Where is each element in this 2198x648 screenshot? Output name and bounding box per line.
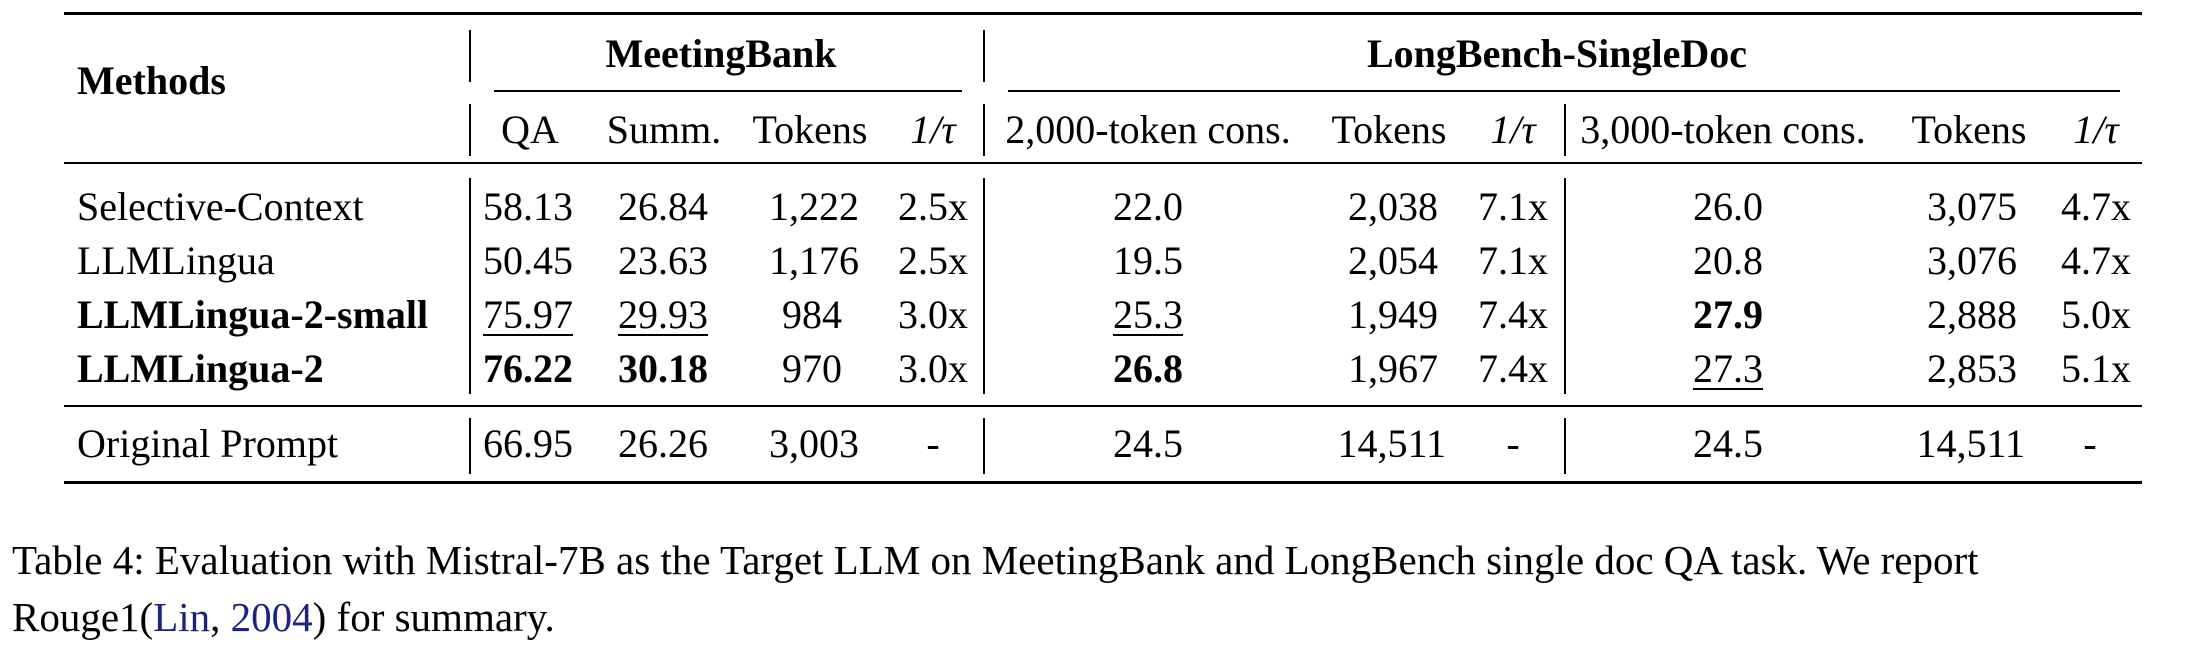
- cell-selective-mb-ratio: 2.5x: [898, 184, 968, 229]
- cell-llmlingua-lb2k-cons: 19.5: [1113, 238, 1183, 283]
- cell-orig-mb-tokens: 3,003: [769, 421, 859, 466]
- cell-orig-mb-ratio: -: [926, 421, 940, 466]
- body-vline-mb-lb: [983, 178, 985, 394]
- header-vline-lb2k-lb3k: [1564, 104, 1566, 156]
- row-method-llmlingua: LLMLingua: [77, 238, 275, 283]
- cell-l2-summ: 30.18: [618, 346, 708, 391]
- cell-llmlingua-qa: 50.45: [483, 238, 573, 283]
- header-vline-groups: [983, 30, 985, 82]
- cell-l2small-lb3k-tokens: 2,888: [1927, 292, 2017, 337]
- cell-orig-lb3k-tokens: 14,511: [1916, 421, 2025, 466]
- cell-orig-lb2k-tokens: 14,511: [1337, 421, 1446, 466]
- col-header-summ: Summ.: [606, 107, 722, 152]
- meetingbank-cmidrule: [494, 90, 962, 92]
- caption-text-after: ) for summary.: [312, 594, 555, 640]
- cell-llmlingua-lb2k-ratio: 7.1x: [1478, 238, 1548, 283]
- header-group-longbench: LongBench-SingleDoc: [1366, 31, 1748, 76]
- longbench-cmidrule: [1008, 90, 2120, 92]
- table-caption: Table 4: Evaluation with Mistral-7B as t…: [12, 532, 2192, 646]
- cell-selective-mb-tokens: 1,222: [769, 184, 859, 229]
- row-method-selective-context: Selective-Context: [77, 184, 364, 229]
- col-header-lb-2k-tokens: Tokens: [1331, 107, 1447, 152]
- cell-selective-lb2k-tokens: 2,038: [1348, 184, 1438, 229]
- header-rule: [64, 162, 2142, 164]
- col-header-mb-tokens: Tokens: [752, 107, 868, 152]
- cell-orig-lb3k-ratio: -: [2083, 421, 2097, 466]
- col-header-lb-2k-cons: 2,000-token cons.: [1005, 107, 1291, 152]
- cell-orig-lb2k-cons: 24.5: [1113, 421, 1183, 466]
- cell-llmlingua-mb-ratio: 2.5x: [898, 238, 968, 283]
- cell-llmlingua-lb3k-tokens: 3,076: [1927, 238, 2017, 283]
- cell-l2small-lb2k-cons: 25.3: [1113, 292, 1183, 337]
- cell-llmlingua-summ: 23.63: [618, 238, 708, 283]
- orig-vline-mb-lb: [983, 418, 985, 474]
- col-header-lb-2k-ratio: 1/τ: [1490, 107, 1536, 152]
- cell-l2-lb3k-ratio: 5.1x: [2061, 346, 2131, 391]
- cell-l2small-lb2k-ratio: 7.4x: [1478, 292, 1548, 337]
- col-header-lb-3k-cons: 3,000-token cons.: [1580, 107, 1866, 152]
- cell-l2-lb3k-cons: 27.3: [1693, 346, 1763, 391]
- col-header-mb-ratio: 1/τ: [910, 107, 956, 152]
- cell-selective-lb3k-cons: 26.0: [1693, 184, 1763, 229]
- cell-llmlingua-lb3k-cons: 20.8: [1693, 238, 1763, 283]
- cell-l2-mb-tokens: 970: [782, 346, 842, 391]
- header-vline-methods: [469, 30, 471, 82]
- cell-selective-lb3k-tokens: 3,075: [1927, 184, 2017, 229]
- header-vline-methods-2: [469, 104, 471, 156]
- cell-l2-lb2k-tokens: 1,967: [1348, 346, 1438, 391]
- citation-year-link[interactable]: 2004: [230, 594, 313, 640]
- header-vline-mb-lb: [983, 104, 985, 156]
- cell-l2-lb3k-tokens: 2,853: [1927, 346, 2017, 391]
- header-methods: Methods: [77, 58, 226, 103]
- citation-separator: ,: [210, 594, 231, 640]
- cell-selective-qa: 58.13: [483, 184, 573, 229]
- cell-l2-lb2k-ratio: 7.4x: [1478, 346, 1548, 391]
- cell-l2-mb-ratio: 3.0x: [898, 346, 968, 391]
- row-method-original-prompt: Original Prompt: [77, 421, 339, 466]
- row-method-llmlingua-2: LLMLingua-2: [77, 346, 324, 391]
- cell-selective-summ: 26.84: [618, 184, 708, 229]
- top-rule: [64, 12, 2142, 15]
- header-group-meetingbank: MeetingBank: [605, 31, 837, 76]
- cell-l2small-lb3k-ratio: 5.0x: [2061, 292, 2131, 337]
- cell-llmlingua-mb-tokens: 1,176: [769, 238, 859, 283]
- caption-text-before: Table 4: Evaluation with Mistral-7B as t…: [12, 537, 1979, 640]
- col-header-qa: QA: [501, 107, 559, 152]
- cell-llmlingua-lb3k-ratio: 4.7x: [2061, 238, 2131, 283]
- body-vline-methods: [469, 178, 471, 394]
- cell-orig-lb3k-cons: 24.5: [1693, 421, 1763, 466]
- cell-l2-lb2k-cons: 26.8: [1113, 346, 1183, 391]
- cell-l2small-lb2k-tokens: 1,949: [1348, 292, 1438, 337]
- bottom-rule: [64, 481, 2142, 484]
- cell-selective-lb2k-cons: 22.0: [1113, 184, 1183, 229]
- cell-selective-lb2k-ratio: 7.1x: [1478, 184, 1548, 229]
- citation-author-link[interactable]: Lin: [153, 594, 211, 640]
- body-vline-lb2k-lb3k: [1564, 178, 1566, 394]
- cell-l2small-lb3k-cons: 27.9: [1693, 292, 1763, 337]
- cell-l2-qa: 76.22: [483, 346, 573, 391]
- row-method-llmlingua-2-small: LLMLingua-2-small: [77, 292, 429, 337]
- cell-orig-summ: 26.26: [618, 421, 708, 466]
- mid-rule: [64, 405, 2142, 407]
- cell-l2small-mb-tokens: 984: [782, 292, 842, 337]
- cell-l2small-summ: 29.93: [618, 292, 708, 337]
- orig-vline-methods: [469, 418, 471, 474]
- col-header-lb-3k-tokens: Tokens: [1911, 107, 2027, 152]
- orig-vline-lb2k-lb3k: [1564, 418, 1566, 474]
- cell-llmlingua-lb2k-tokens: 2,054: [1348, 238, 1438, 283]
- col-header-lb-3k-ratio: 1/τ: [2073, 107, 2119, 152]
- cell-selective-lb3k-ratio: 4.7x: [2061, 184, 2131, 229]
- cell-l2small-qa: 75.97: [483, 292, 573, 337]
- cell-orig-lb2k-ratio: -: [1506, 421, 1520, 466]
- cell-l2small-mb-ratio: 3.0x: [898, 292, 968, 337]
- cell-orig-qa: 66.95: [483, 421, 573, 466]
